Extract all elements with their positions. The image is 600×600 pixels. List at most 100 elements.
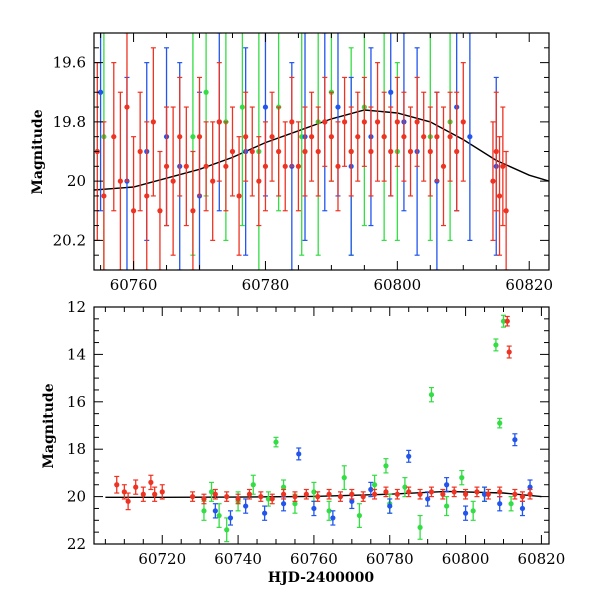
zoom-y-axis-title: Magnitude [30,109,46,194]
data-point [250,482,256,488]
data-point [292,494,298,500]
data-point [280,501,287,507]
y-tick-label: 20.2 [53,231,86,249]
y-tick-label: 20 [67,172,86,190]
data-point [125,498,131,504]
data-point [504,318,510,324]
data-point [330,515,336,521]
data-point [388,148,394,155]
data-point [490,178,496,184]
data-point [189,494,196,500]
data-point [368,148,374,155]
data-point [157,208,163,214]
data-point [296,451,302,457]
data-point [383,463,389,469]
data-point [262,510,268,516]
data-point [407,148,414,155]
full-y-axis-title: Magnitude [41,383,57,468]
data-point [368,486,374,493]
data-point [292,501,298,507]
y-tick-label: 12 [67,298,86,316]
data-point [246,491,253,497]
data-point [309,134,315,140]
x-tick-label: 60780 [366,550,414,568]
data-point [402,484,408,490]
data-point [394,491,400,497]
full-x-tick-labels: 60720 60740 60760 60780 60800 60820 [138,550,565,568]
data-point [295,163,302,169]
data-point [269,496,275,502]
data-point [224,494,230,500]
data-point [315,148,321,155]
data-point [462,491,469,497]
data-point [265,496,272,502]
data-point [387,503,393,509]
data-point [428,489,435,495]
data-point [239,104,245,110]
data-point [289,119,295,125]
data-point [371,482,378,488]
data-point [341,119,348,125]
data-point [311,505,317,512]
data-point [190,134,196,140]
data-point [203,89,209,95]
data-point [451,489,457,495]
data-point [493,148,499,155]
data-point [519,494,526,500]
data-point [133,484,139,490]
data-point [421,134,427,140]
data-point [341,475,347,481]
data-point [111,134,117,140]
data-point [440,491,446,497]
data-point [356,512,363,519]
data-point [144,193,150,199]
data-point [183,163,189,169]
data-point [493,342,499,348]
data-point [326,491,332,497]
data-point [311,489,317,495]
data-point [417,524,423,531]
data-point [101,193,107,199]
data-point [497,501,503,507]
data-point [427,148,433,155]
data-point [425,496,431,502]
data-point [235,496,241,502]
data-point [500,318,507,324]
data-point [506,349,512,355]
full-y-tick-labels: 12 14 16 18 20 22 [67,298,86,553]
data-point [383,489,389,495]
y-tick-label: 16 [67,393,86,411]
full-plot-area [105,314,542,543]
data-point [474,489,480,495]
data-point [406,453,412,459]
data-point [269,134,275,140]
data-point [282,163,288,169]
data-point [117,178,123,184]
series-blue [212,433,533,526]
data-point [467,134,473,140]
data-point [485,491,491,497]
data-point [434,134,440,140]
data-point [130,208,137,214]
full-ticks [94,306,549,545]
series-green [101,33,453,270]
data-point [512,491,518,497]
data-point [326,508,332,514]
x-tick-label: 60740 [214,550,262,568]
data-point [361,119,367,125]
data-point [190,208,196,214]
data-point [97,89,104,95]
data-point [414,119,420,125]
data-point [348,148,354,155]
series-green [201,314,514,543]
data-point [388,89,394,95]
data-point [256,178,262,184]
data-point [243,503,249,509]
data-point [137,148,143,155]
data-point [163,163,170,169]
data-point [258,494,264,500]
data-point [201,508,207,514]
data-point [406,489,412,495]
data-point [328,134,334,140]
